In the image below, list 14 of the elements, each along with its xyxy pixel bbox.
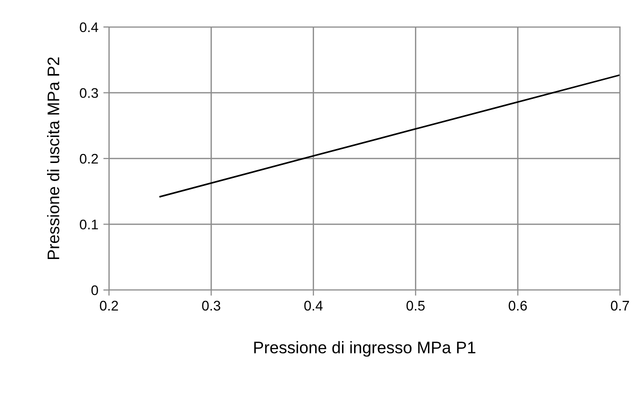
y-tick-label: 0.2 (80, 154, 98, 164)
x-tick-label: 0.2 (100, 300, 118, 311)
y-axis-title: Pressione di uscita MPa P2 (47, 57, 60, 260)
y-tick-label: 0.3 (80, 88, 98, 98)
x-axis-title: Pressione di ingresso MPa P1 (254, 341, 476, 357)
y-tick-label: 0.1 (80, 220, 98, 230)
line-series (159, 74, 620, 198)
x-tick-label: 0.6 (508, 300, 527, 311)
y-tick-label: 0 (91, 285, 98, 296)
x-tick-label: 0.5 (406, 300, 425, 311)
x-tick-label: 0.4 (304, 300, 323, 311)
y-tick-label: 0.4 (80, 22, 98, 32)
x-tick-label: 0.7 (610, 300, 629, 311)
x-tick-label: 0.3 (202, 300, 220, 311)
